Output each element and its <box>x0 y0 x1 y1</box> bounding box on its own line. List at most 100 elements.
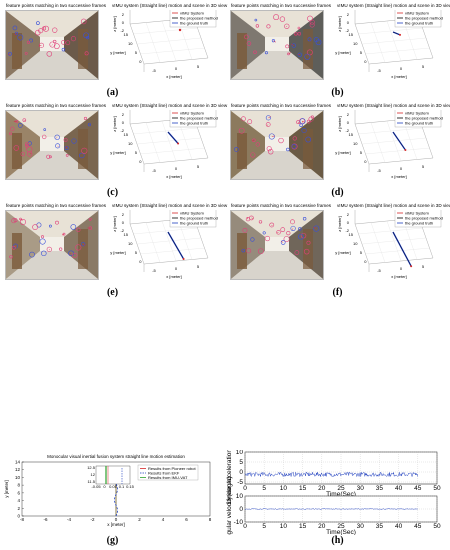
svg-text:10: 10 <box>15 475 21 480</box>
svg-text:35: 35 <box>376 485 384 492</box>
svg-text:0.15: 0.15 <box>126 484 135 489</box>
svg-text:2: 2 <box>17 506 20 511</box>
svg-text:2: 2 <box>122 212 125 217</box>
svg-text:-2: -2 <box>90 517 94 522</box>
svg-text:Results from Pioneer robot: Results from Pioneer robot <box>148 466 196 471</box>
svg-text:8: 8 <box>17 483 20 488</box>
svg-text:5: 5 <box>422 164 425 169</box>
svg-text:5: 5 <box>197 64 200 69</box>
svg-text:the proposed method: the proposed method <box>180 15 218 20</box>
svg-text:vIMU System: vIMU System <box>180 110 204 115</box>
plot-title: vIMU system (Straight line) motion and s… <box>112 103 228 108</box>
svg-text:0: 0 <box>175 66 178 71</box>
svg-text:-2: -2 <box>120 228 124 233</box>
svg-text:z [meter]: z [meter] <box>112 16 117 32</box>
svg-text:5: 5 <box>422 264 425 269</box>
svg-text:5: 5 <box>197 264 200 269</box>
svg-text:0: 0 <box>103 484 106 489</box>
svg-text:2: 2 <box>347 12 350 17</box>
svg-text:20: 20 <box>318 485 326 492</box>
svg-text:the ground truth: the ground truth <box>405 120 433 125</box>
corridor-photo <box>5 110 99 180</box>
svg-text:Results from EKF: Results from EKF <box>148 470 180 475</box>
svg-text:5: 5 <box>135 150 138 155</box>
corridor-photo <box>230 10 324 80</box>
svg-text:the ground truth: the ground truth <box>405 220 433 225</box>
svg-text:0: 0 <box>139 259 142 264</box>
svg-text:12.5: 12.5 <box>87 465 96 470</box>
svg-text:25: 25 <box>337 523 345 530</box>
svg-text:y [meter]: y [meter] <box>110 150 126 155</box>
svg-text:vIMU System: vIMU System <box>180 210 204 215</box>
svg-text:-5: -5 <box>237 479 243 486</box>
svg-text:vIMU System: vIMU System <box>405 10 429 15</box>
svg-text:50: 50 <box>433 485 441 492</box>
svg-text:y [meter]: y [meter] <box>335 50 351 55</box>
panel-caption: (a) <box>106 87 119 98</box>
svg-text:25: 25 <box>337 485 345 492</box>
trajectory-plot-g: Monocular visual inertial fusion system … <box>4 454 212 527</box>
svg-text:0: 0 <box>239 469 243 476</box>
svg-text:10: 10 <box>128 241 133 246</box>
svg-text:-5: -5 <box>377 68 381 73</box>
svg-text:the ground truth: the ground truth <box>180 120 208 125</box>
svg-text:5: 5 <box>135 250 138 255</box>
svg-text:0: 0 <box>139 59 142 64</box>
photo-title: feature points matching in two successiv… <box>6 3 107 8</box>
svg-text:10: 10 <box>236 450 244 456</box>
frame-panel: feature points matching in two successiv… <box>0 0 227 100</box>
photo-title: feature points matching in two successiv… <box>231 103 332 108</box>
svg-text:10: 10 <box>236 493 244 500</box>
svg-text:8: 8 <box>209 517 212 522</box>
svg-text:5: 5 <box>360 150 363 155</box>
svg-text:0.1: 0.1 <box>119 484 125 489</box>
svg-text:5: 5 <box>239 459 243 466</box>
svg-text:2: 2 <box>122 112 125 117</box>
photo-title: feature points matching in two successiv… <box>6 203 107 208</box>
svg-text:20: 20 <box>318 523 326 530</box>
svg-text:-0.05: -0.05 <box>91 484 101 489</box>
panel-caption: (e) <box>106 287 119 298</box>
svg-text:0: 0 <box>243 523 247 530</box>
svg-text:10: 10 <box>353 141 358 146</box>
corridor-photo <box>5 10 99 80</box>
photo-title: feature points matching in two successiv… <box>6 103 107 108</box>
frame-panel: feature points matching in two successiv… <box>225 0 450 100</box>
svg-text:5: 5 <box>360 50 363 55</box>
panel-caption: (b) <box>331 87 344 98</box>
svg-text:0: 0 <box>122 20 125 25</box>
svg-text:-2: -2 <box>345 228 349 233</box>
svg-text:0: 0 <box>139 159 142 164</box>
svg-text:15: 15 <box>124 232 129 237</box>
svg-text:11.5: 11.5 <box>88 479 96 484</box>
svg-text:0: 0 <box>400 166 403 171</box>
svg-text:-5: -5 <box>377 168 381 173</box>
svg-text:14: 14 <box>15 460 21 465</box>
svg-text:x [meter]: x [meter] <box>107 522 125 527</box>
svg-text:15: 15 <box>349 32 354 37</box>
frame-panel: feature points matching in two successiv… <box>225 100 450 200</box>
panel-caption: (c) <box>106 187 119 198</box>
svg-text:45: 45 <box>414 485 422 492</box>
frame-panel: feature points matching in two successiv… <box>225 200 450 300</box>
svg-text:45: 45 <box>414 523 422 530</box>
svg-text:0.05: 0.05 <box>109 484 118 489</box>
svg-text:6: 6 <box>185 517 188 522</box>
svg-text:y [meter]: y [meter] <box>4 480 9 498</box>
svg-text:Time(Sec): Time(Sec) <box>326 491 356 498</box>
svg-text:Linear acceleration(m/s²): Linear acceleration(m/s²) <box>226 450 233 504</box>
svg-text:4: 4 <box>17 498 20 503</box>
svg-text:10: 10 <box>128 41 133 46</box>
svg-text:-10: -10 <box>234 519 244 526</box>
plot-title: vIMU system (Straight line) motion and s… <box>112 203 228 208</box>
corridor-photo <box>230 110 324 180</box>
svg-text:Results from IMU-VAT: Results from IMU-VAT <box>148 475 188 480</box>
svg-text:z [meter]: z [meter] <box>337 116 342 132</box>
svg-text:10: 10 <box>353 241 358 246</box>
svg-text:15: 15 <box>299 485 307 492</box>
svg-text:0: 0 <box>364 259 367 264</box>
svg-text:2: 2 <box>347 112 350 117</box>
